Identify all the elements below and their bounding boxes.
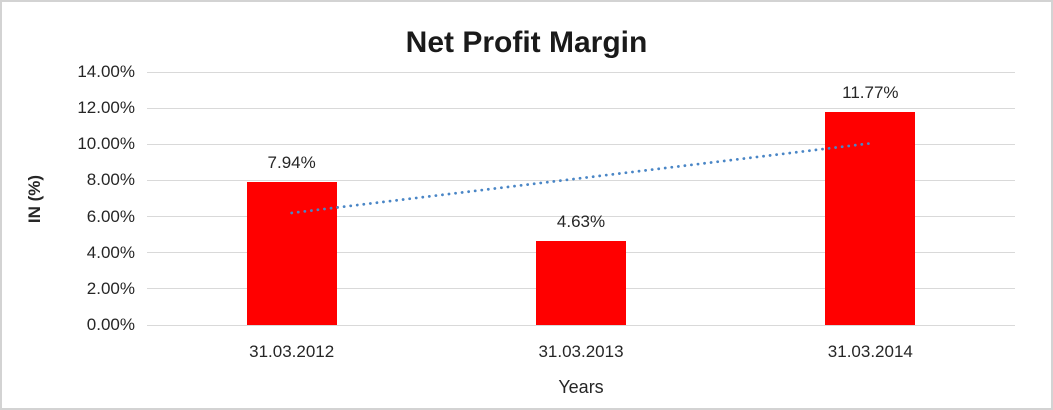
x-tick-label: 31.03.2013 <box>538 342 624 361</box>
y-tick-label: 0.00% <box>86 315 135 334</box>
chart-title: Net Profit Margin <box>405 26 648 59</box>
y-axis-title: IN (%) <box>25 174 44 224</box>
y-tick-label: 10.00% <box>77 134 135 154</box>
x-tick-label: 31.03.2014 <box>827 342 913 361</box>
y-tick-label: 14.00% <box>77 62 135 81</box>
gridline <box>147 216 1015 218</box>
gridline <box>147 143 1015 145</box>
bar-31.03.2014 <box>825 112 916 325</box>
x-axis-title: Years <box>558 377 604 397</box>
plot-area <box>147 71 1015 326</box>
bar-31.03.2013 <box>536 241 626 325</box>
trendline <box>290 141 872 215</box>
gridline <box>147 324 1015 326</box>
y-tick-label: 8.00% <box>86 170 135 190</box>
data-label: 11.77% <box>842 83 899 103</box>
y-tick-label: 12.00% <box>77 98 135 118</box>
y-tick-label: 6.00% <box>86 206 135 226</box>
data-label: 7.94% <box>267 152 316 172</box>
gridline <box>147 107 1015 109</box>
y-tick-label: 4.00% <box>86 242 135 262</box>
data-label: 4.63% <box>556 212 606 232</box>
x-tick-label: 31.03.2012 <box>249 342 335 361</box>
gridline <box>147 179 1015 181</box>
bar-31.03.2012 <box>246 181 337 325</box>
y-tick-label: 2.00% <box>86 278 135 298</box>
gridline <box>147 71 1015 73</box>
